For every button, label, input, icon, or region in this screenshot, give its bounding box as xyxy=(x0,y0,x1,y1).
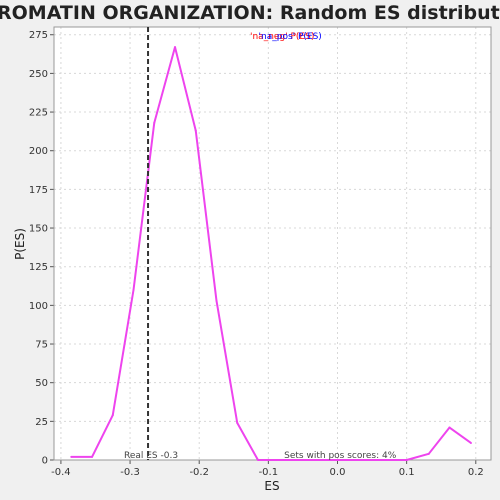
data-point xyxy=(111,414,114,417)
y-tick-label: 0 xyxy=(42,456,48,467)
y-tick-label: 175 xyxy=(29,185,48,196)
x-tick-label: -0.2 xyxy=(189,467,209,478)
y-tick-label: 50 xyxy=(35,378,48,389)
y-tick-label: 100 xyxy=(29,301,48,312)
y-tick-label: 150 xyxy=(29,224,48,235)
data-point xyxy=(174,46,177,49)
y-tick-label: 125 xyxy=(29,262,48,273)
y-tick-label: 200 xyxy=(29,146,48,157)
data-point xyxy=(319,459,322,461)
real-es-label: Real ES -0.3 xyxy=(124,451,178,461)
y-tick-label: 25 xyxy=(35,417,48,428)
legend: 'na_neg' P(ES) 'na_pos' P(ES) xyxy=(250,32,322,42)
annotation-layer: Real ES -0.3 Sets with pos scores: 4% xyxy=(124,27,397,461)
y-axis-label: P(ES) xyxy=(13,228,27,260)
y-tick-label: 275 xyxy=(29,30,48,41)
y-tick-label: 225 xyxy=(29,108,48,119)
data-point xyxy=(132,288,135,291)
x-tick-label: -0.1 xyxy=(259,467,279,478)
data-point xyxy=(70,455,73,458)
x-tick-label: -0.3 xyxy=(120,467,140,478)
data-point xyxy=(236,421,239,424)
data-point xyxy=(360,459,363,461)
x-tick-label: 0.1 xyxy=(399,467,415,478)
data-point xyxy=(427,452,430,455)
data-point xyxy=(381,459,384,461)
data-point xyxy=(405,459,408,461)
data-point xyxy=(277,459,280,461)
series-line xyxy=(71,46,472,461)
data-point xyxy=(298,459,301,461)
axes: 0 25 50 75 100 125 150 175 200 225 250 275 -0.4 -0.3 -… xyxy=(29,26,492,478)
sets-pos-label: Sets with pos scores: 4% xyxy=(284,451,397,461)
x-tick-label: 0.2 xyxy=(468,467,484,478)
x-tick-label: 0.0 xyxy=(330,467,346,478)
y-tick-label: 75 xyxy=(35,340,48,351)
data-point xyxy=(91,455,94,458)
x-axis-label: ES xyxy=(264,479,279,493)
data-point xyxy=(448,426,451,429)
data-point xyxy=(153,121,156,124)
x-tick-label: -0.4 xyxy=(51,467,71,478)
data-point xyxy=(256,459,259,461)
legend-entry-pos: 'na_pos' P(ES) xyxy=(259,32,322,42)
grid xyxy=(54,27,491,460)
series-layer xyxy=(70,46,472,461)
data-point xyxy=(194,129,197,132)
data-point xyxy=(339,459,342,461)
data-point xyxy=(469,441,472,444)
chart-title: CHROMATIN ORGANIZATION: Random ES distri… xyxy=(0,2,500,24)
plot-area xyxy=(54,27,491,460)
legend-entry-neg: 'na_neg' P(ES) xyxy=(250,32,314,42)
y-tick-label: 250 xyxy=(29,69,48,80)
data-point xyxy=(215,299,218,302)
